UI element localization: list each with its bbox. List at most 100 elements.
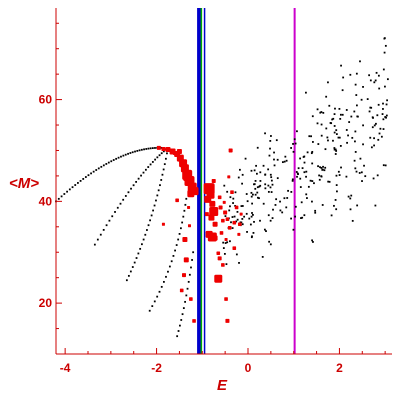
black-point: [156, 156, 159, 159]
red-point: [172, 151, 177, 156]
black-point: [375, 71, 378, 74]
black-point: [362, 86, 364, 88]
black-point: [267, 214, 270, 217]
black-point: [374, 79, 377, 82]
black-point: [309, 179, 312, 182]
black-point: [325, 127, 328, 130]
black-point: [374, 204, 377, 207]
black-point: [177, 330, 180, 332]
black-point: [273, 151, 275, 154]
black-point: [380, 135, 383, 138]
black-point: [332, 117, 335, 120]
black-point: [248, 217, 251, 220]
black-point: [311, 162, 314, 165]
black-point: [382, 108, 384, 110]
black-point: [275, 139, 278, 142]
black-point: [180, 319, 183, 321]
black-point: [320, 175, 323, 178]
black-point: [246, 231, 248, 233]
black-point: [371, 116, 374, 119]
red-point: [237, 222, 242, 227]
black-point: [333, 204, 335, 207]
black-point: [302, 156, 305, 158]
red-point: [161, 222, 165, 226]
black-point: [383, 37, 386, 40]
black-point: [351, 136, 354, 139]
black-point: [303, 161, 306, 164]
black-point: [335, 133, 338, 136]
black-point: [139, 247, 142, 250]
black-point: [224, 215, 227, 218]
black-point: [335, 208, 338, 211]
black-point: [155, 199, 157, 202]
black-point: [353, 159, 356, 162]
black-point: [112, 159, 115, 161]
black-point: [250, 191, 253, 194]
black-point: [319, 166, 321, 169]
black-point: [136, 149, 139, 152]
black-point: [306, 197, 308, 199]
black-point: [255, 172, 258, 175]
black-point: [333, 113, 336, 116]
black-point: [350, 115, 353, 118]
red-point: [192, 319, 196, 323]
black-point: [124, 195, 127, 197]
black-point: [362, 124, 364, 127]
axes: [55, 8, 392, 355]
black-point: [318, 178, 321, 181]
black-point: [185, 294, 188, 297]
black-point: [162, 280, 165, 283]
black-point: [186, 287, 189, 290]
black-point: [63, 193, 66, 195]
y-tick-label: 20: [39, 296, 53, 310]
black-point: [335, 184, 338, 186]
black-point: [322, 165, 324, 168]
black-point: [153, 300, 156, 303]
red-point: [227, 175, 231, 179]
red-point: [204, 195, 212, 203]
black-point: [348, 121, 351, 123]
black-point: [276, 177, 279, 180]
red-point: [212, 235, 218, 241]
black-point: [95, 169, 98, 171]
black-point: [174, 249, 176, 252]
black-point: [303, 171, 306, 174]
black-point: [327, 180, 330, 183]
black-point: [382, 118, 385, 121]
red-point: [176, 148, 182, 154]
black-point: [307, 185, 310, 188]
black-point: [270, 135, 272, 137]
black-point: [102, 228, 105, 231]
black-point: [241, 223, 244, 226]
black-point: [339, 117, 342, 120]
black-point: [314, 209, 317, 212]
black-point: [183, 209, 186, 212]
black-point: [259, 219, 261, 222]
black-point: [230, 221, 232, 224]
black-point: [320, 134, 323, 137]
red-point: [209, 200, 216, 207]
red-point: [222, 200, 226, 204]
black-point: [253, 169, 256, 172]
black-point: [125, 279, 128, 282]
black-point: [241, 182, 243, 185]
black-point: [294, 142, 297, 145]
black-point: [156, 194, 159, 197]
black-point: [187, 280, 190, 283]
black-point: [122, 154, 125, 157]
red-point: [185, 169, 192, 176]
black-point: [329, 122, 332, 124]
black-point: [382, 102, 384, 105]
black-point: [337, 136, 340, 139]
black-point: [130, 187, 132, 190]
black-point: [137, 252, 140, 255]
black-point: [386, 78, 389, 81]
black-point: [286, 197, 289, 199]
black-point: [270, 191, 273, 193]
red-point: [227, 226, 232, 230]
black-point: [334, 199, 337, 201]
black-point: [178, 233, 181, 235]
red-point-series: [156, 145, 243, 323]
black-point: [376, 114, 379, 117]
